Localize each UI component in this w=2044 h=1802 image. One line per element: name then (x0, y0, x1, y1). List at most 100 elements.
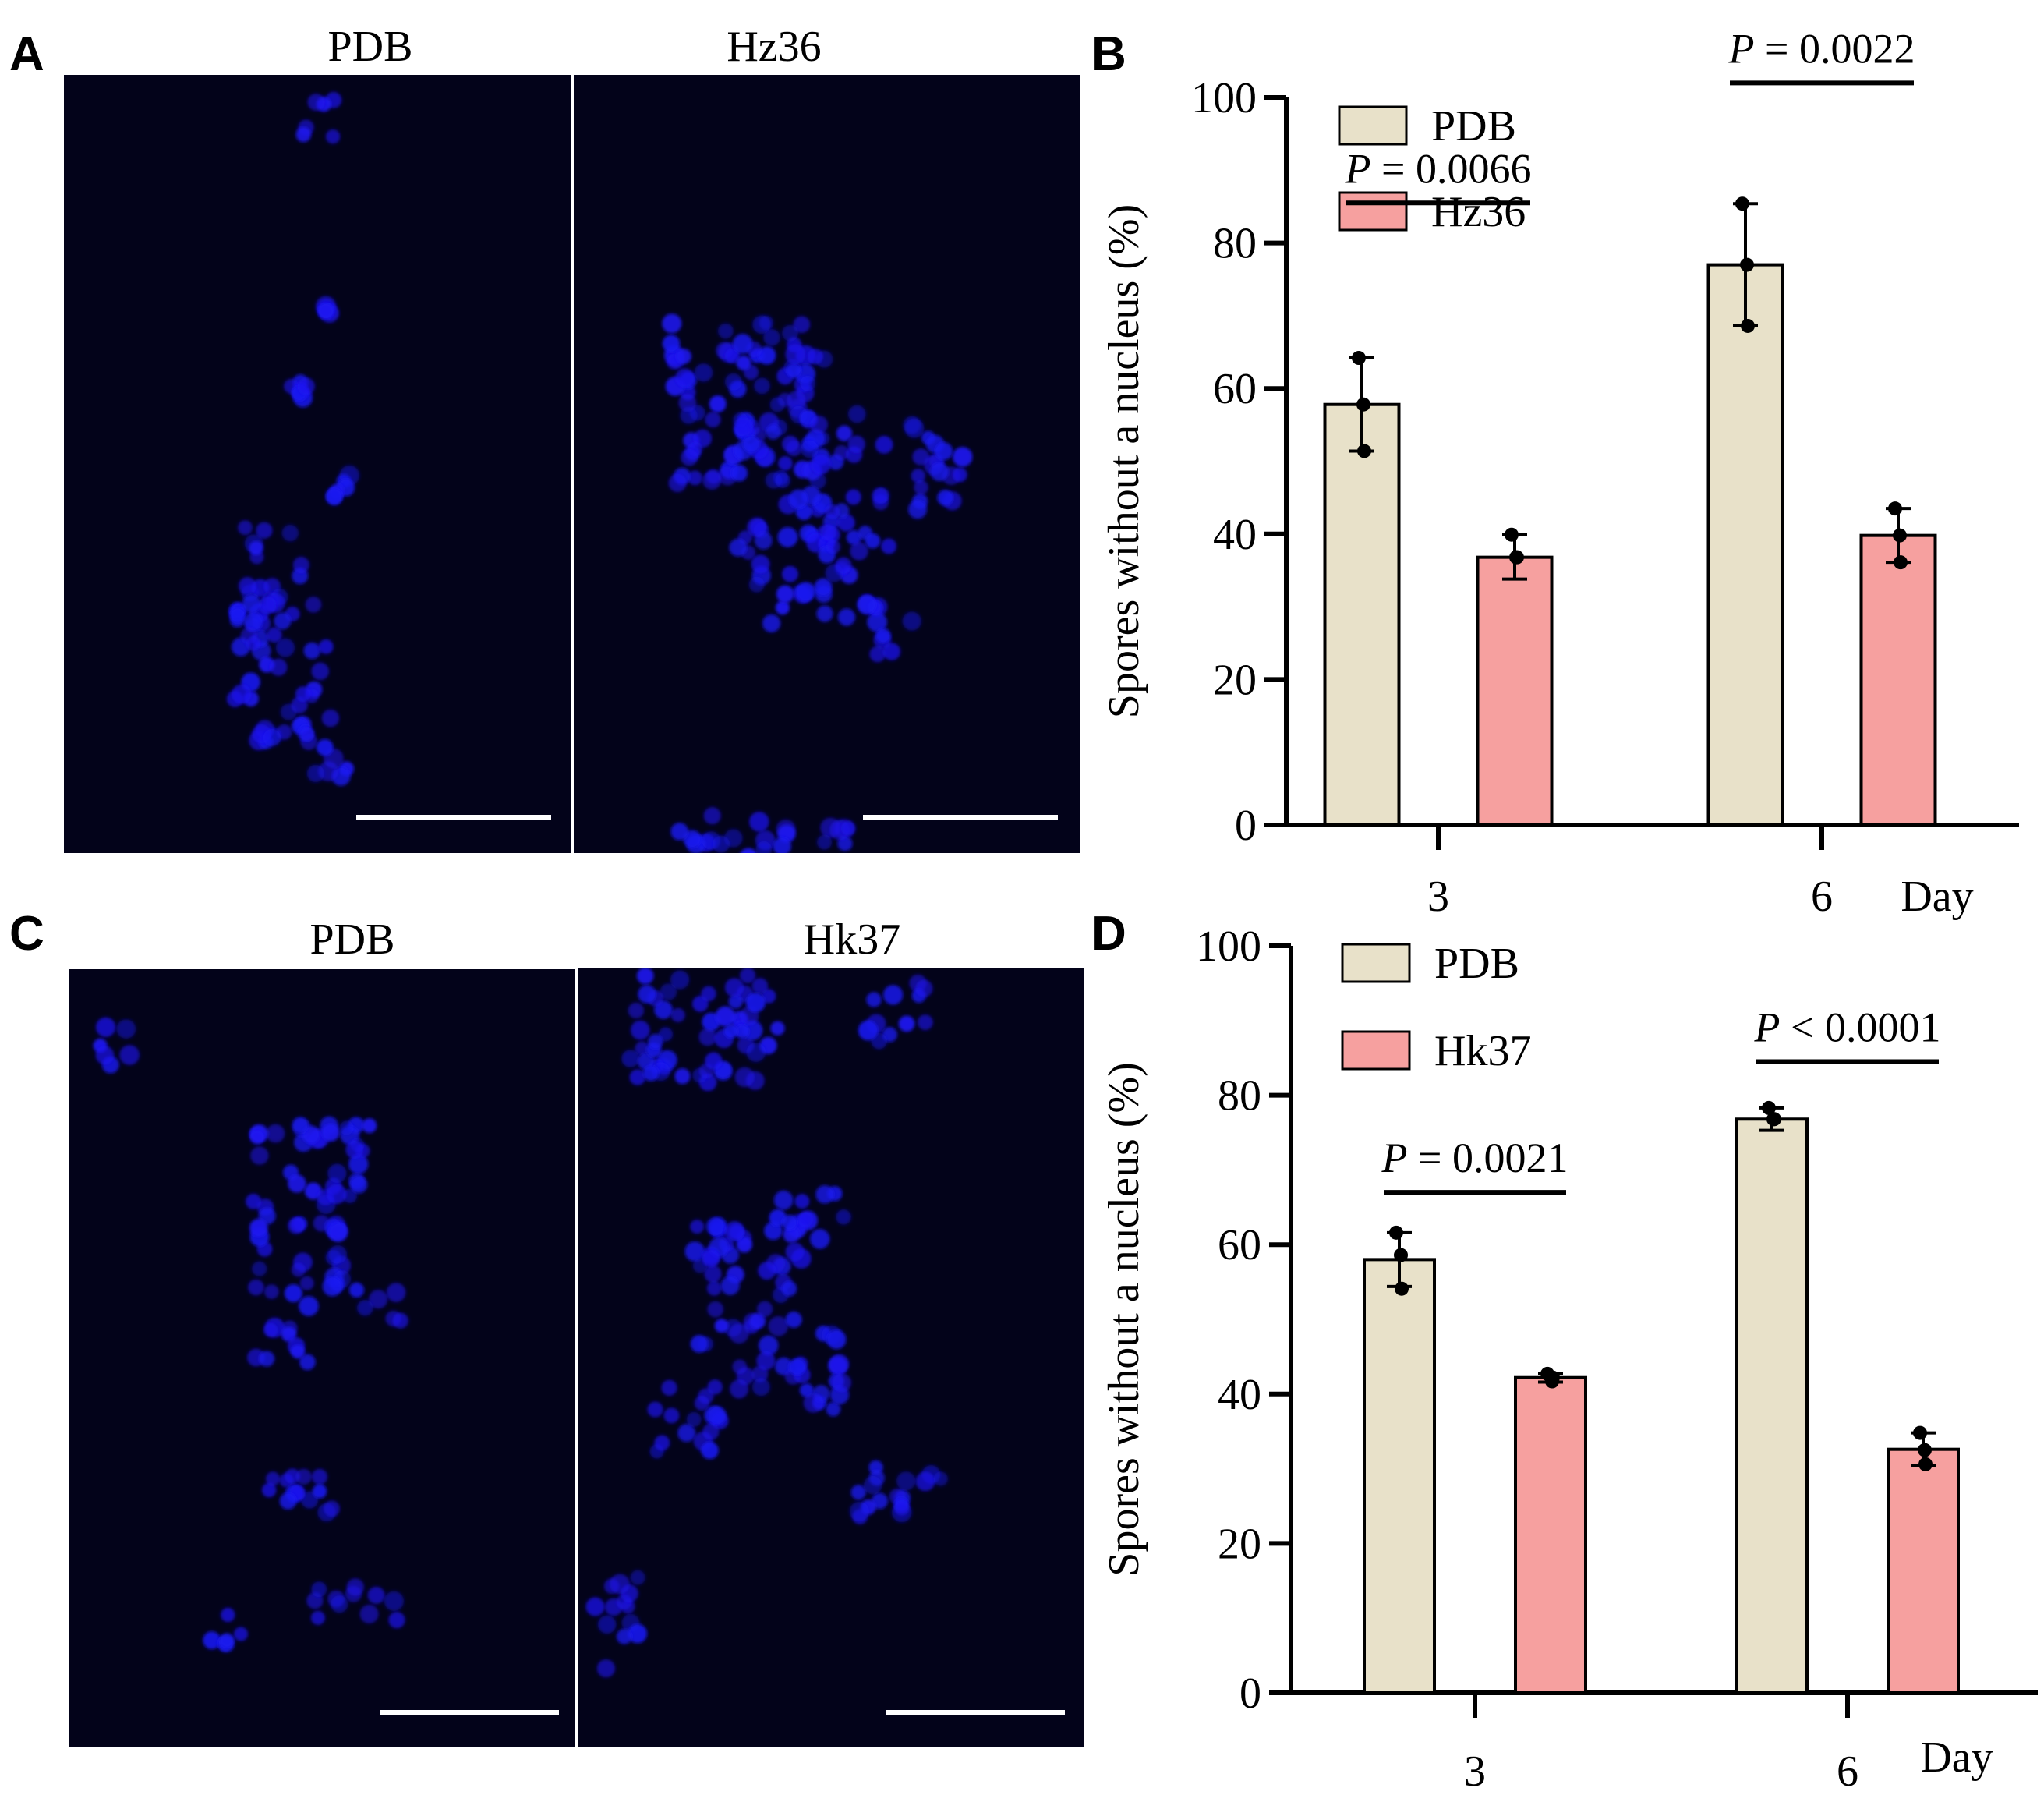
spore (749, 1313, 766, 1329)
legend-swatch-hz36 (1338, 191, 1408, 232)
spore (829, 1354, 850, 1374)
data-point (1510, 550, 1524, 565)
spore (777, 526, 798, 547)
spore (242, 594, 261, 613)
spore (678, 394, 697, 412)
spore (690, 1335, 709, 1353)
spore (766, 423, 781, 440)
spore (303, 642, 321, 660)
spore (911, 468, 926, 483)
spore (647, 1401, 663, 1418)
spore (826, 1329, 847, 1350)
spore (311, 1581, 327, 1598)
x-axis-label: Day (1901, 873, 1973, 921)
spore (670, 823, 689, 841)
micrograph-c-hk37 (578, 968, 1084, 1747)
spore (833, 444, 850, 461)
spore (246, 1193, 262, 1209)
spore (348, 1282, 365, 1298)
spore (321, 709, 340, 728)
spore (752, 315, 771, 335)
spore (694, 363, 713, 382)
spore (610, 1574, 630, 1595)
spore (898, 1015, 915, 1032)
spore (915, 1471, 935, 1492)
data-point (1356, 397, 1370, 412)
spore (781, 1214, 797, 1230)
bar-pdb-day6 (1735, 1117, 1809, 1694)
spore (849, 1501, 869, 1521)
bar-pdb-day3 (1363, 1258, 1436, 1694)
spore (701, 986, 716, 1002)
spore (238, 577, 256, 595)
spore (730, 465, 748, 482)
spore (915, 979, 933, 997)
spore (875, 435, 893, 454)
x-tick-label: 6 (1811, 873, 1833, 921)
spore (288, 1217, 305, 1234)
spore (328, 1223, 348, 1242)
spore (630, 1020, 650, 1040)
spore (221, 1607, 235, 1623)
spore (756, 1301, 773, 1317)
spore (907, 500, 928, 519)
spore (670, 970, 690, 990)
spore (299, 1276, 314, 1290)
spore (267, 627, 282, 643)
data-point (1918, 1457, 1933, 1471)
panel-letter-b: B (1091, 27, 1126, 81)
spore (703, 807, 721, 825)
bar-hz36-day6 (1859, 533, 1937, 827)
spore (740, 848, 757, 853)
spore (847, 435, 865, 454)
panel-letter-a: A (9, 27, 44, 81)
spore (749, 812, 769, 832)
spore (736, 1237, 753, 1253)
x-tick-label: 6 (1837, 1747, 1858, 1796)
data-point (1762, 1100, 1776, 1115)
spore (357, 1299, 373, 1316)
spore (629, 1069, 646, 1085)
spore (324, 1500, 341, 1517)
spore (756, 1351, 776, 1371)
spore (270, 658, 288, 676)
spore (621, 1050, 639, 1067)
spore (725, 348, 741, 364)
spore (668, 473, 687, 493)
spore (775, 600, 790, 615)
spore (698, 1028, 717, 1046)
spore (327, 1184, 347, 1205)
spore (670, 1007, 685, 1022)
y-tick-label: 0 (1239, 1669, 1261, 1718)
spore (746, 1043, 766, 1062)
spore (258, 1351, 275, 1367)
spore (299, 1296, 319, 1316)
spore (266, 1124, 285, 1143)
spore (882, 643, 901, 660)
spore (848, 405, 866, 423)
spore (836, 1209, 851, 1225)
spore (724, 1221, 745, 1241)
bar-pdb-day6 (1706, 263, 1784, 827)
spore (660, 983, 677, 1000)
spore (263, 728, 281, 747)
legend-label: PDB (1434, 940, 1519, 988)
y-tick-label: 40 (1218, 1371, 1261, 1419)
spore (782, 324, 798, 342)
panel-a-right-title: Hz36 (727, 23, 821, 71)
spore (707, 1301, 724, 1318)
spore (739, 968, 756, 984)
spore (300, 728, 315, 742)
spore (346, 1578, 364, 1596)
spore (734, 417, 753, 437)
spore (786, 363, 801, 378)
data-point (1893, 528, 1907, 543)
x-tick-label: 3 (1427, 873, 1449, 921)
spore-cluster (226, 91, 360, 786)
spore (630, 1570, 645, 1585)
data-point (1894, 555, 1908, 570)
spore (690, 1220, 705, 1234)
spore (597, 1615, 617, 1634)
spore (803, 1393, 824, 1413)
spore (841, 821, 856, 836)
